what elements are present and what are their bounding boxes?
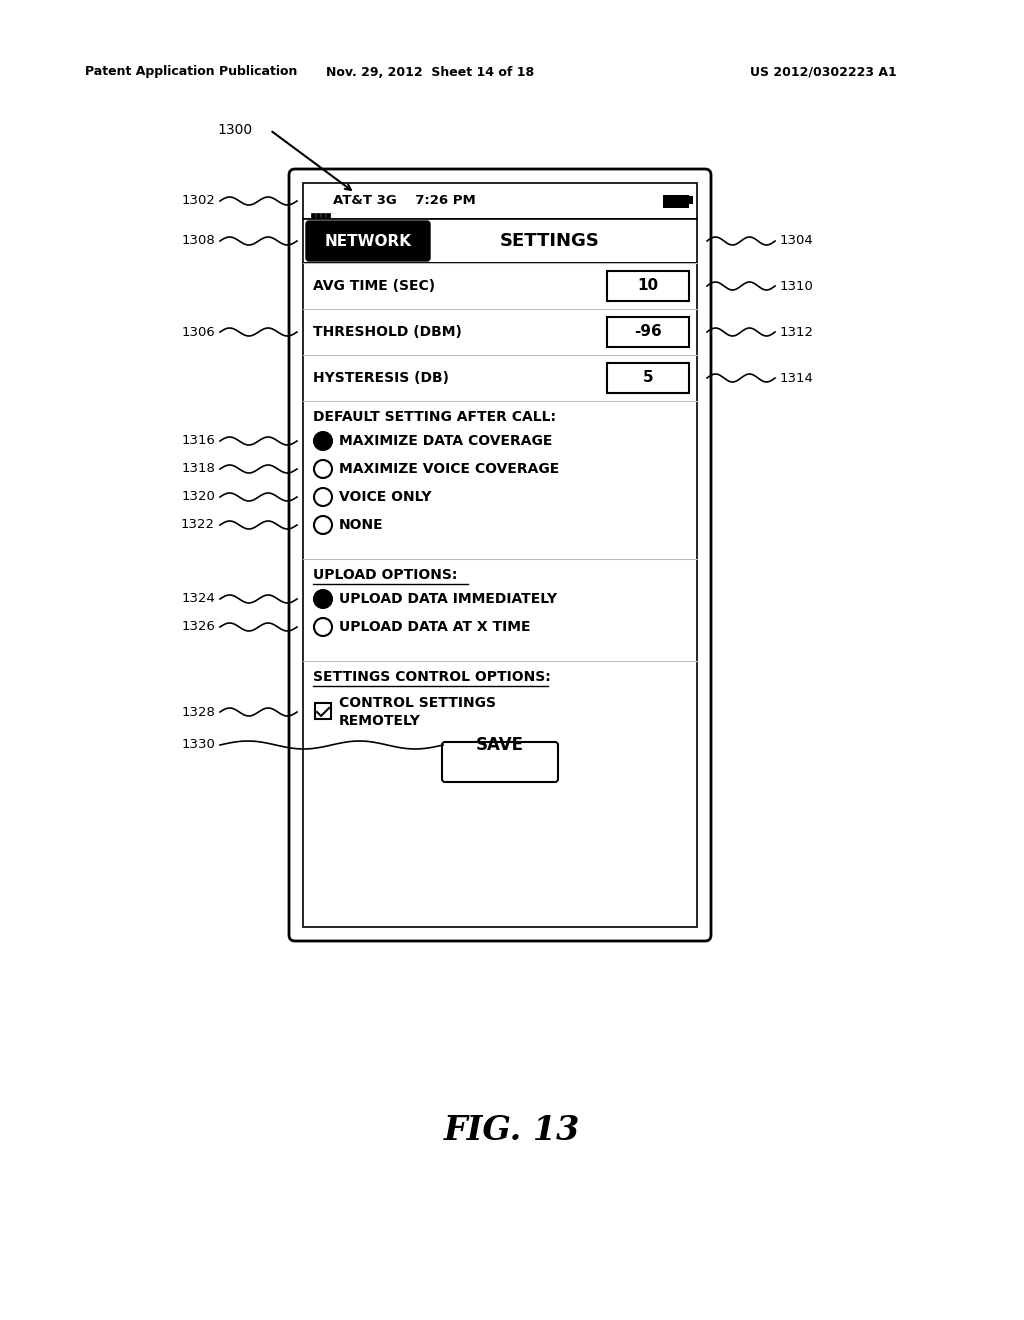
Text: MAXIMIZE DATA COVERAGE: MAXIMIZE DATA COVERAGE: [339, 434, 552, 447]
Text: REMOTELY: REMOTELY: [339, 714, 421, 729]
Bar: [303, 219, 697, 263]
Text: 1300: 1300: [217, 123, 253, 137]
FancyBboxPatch shape: [306, 220, 430, 261]
Text: Nov. 29, 2012  Sheet 14 of 18: Nov. 29, 2012 Sheet 14 of 18: [326, 66, 535, 78]
Text: 1314: 1314: [780, 371, 814, 384]
Text: 1328: 1328: [181, 705, 215, 718]
Bar: [311, 213, 315, 218]
Circle shape: [314, 432, 332, 450]
Text: 1320: 1320: [181, 491, 215, 503]
Text: 1312: 1312: [780, 326, 814, 338]
Bar: [321, 213, 325, 224]
Text: NETWORK: NETWORK: [325, 234, 412, 248]
Text: 1310: 1310: [780, 280, 814, 293]
Bar: [326, 213, 330, 227]
FancyBboxPatch shape: [289, 169, 711, 941]
Text: CONTROL SETTINGS: CONTROL SETTINGS: [339, 696, 496, 710]
Circle shape: [314, 590, 332, 609]
Text: 1326: 1326: [181, 620, 215, 634]
Text: UPLOAD OPTIONS:: UPLOAD OPTIONS:: [313, 568, 458, 582]
Bar: [663, 194, 689, 207]
Text: 1308: 1308: [181, 235, 215, 248]
Text: 1316: 1316: [181, 434, 215, 447]
Text: US 2012/0302223 A1: US 2012/0302223 A1: [750, 66, 897, 78]
Text: 1324: 1324: [181, 593, 215, 606]
Text: 1302: 1302: [181, 194, 215, 207]
Text: FIG. 13: FIG. 13: [443, 1114, 581, 1147]
Bar: [607, 317, 689, 347]
Text: AVG TIME (SEC): AVG TIME (SEC): [313, 279, 435, 293]
Text: HYSTERESIS (DB): HYSTERESIS (DB): [313, 371, 449, 385]
Text: VOICE ONLY: VOICE ONLY: [339, 490, 431, 504]
Text: 1306: 1306: [181, 326, 215, 338]
Text: -96: -96: [634, 325, 662, 339]
Text: 1318: 1318: [181, 462, 215, 475]
Text: SAVE: SAVE: [476, 737, 524, 754]
Text: NONE: NONE: [339, 517, 384, 532]
Bar: [303, 263, 697, 927]
Bar: [607, 271, 689, 301]
Circle shape: [314, 488, 332, 506]
Bar: [315, 704, 331, 719]
Text: AT&T 3G    7:26 PM: AT&T 3G 7:26 PM: [333, 194, 476, 207]
Text: UPLOAD DATA IMMEDIATELY: UPLOAD DATA IMMEDIATELY: [339, 591, 557, 606]
Text: 10: 10: [637, 279, 658, 293]
Bar: [689, 195, 693, 203]
Text: SETTINGS: SETTINGS: [500, 232, 600, 249]
Text: 1322: 1322: [181, 519, 215, 532]
Text: UPLOAD DATA AT X TIME: UPLOAD DATA AT X TIME: [339, 620, 530, 634]
Circle shape: [314, 516, 332, 535]
Bar: [607, 363, 689, 393]
Text: MAXIMIZE VOICE COVERAGE: MAXIMIZE VOICE COVERAGE: [339, 462, 559, 477]
Text: 1304: 1304: [780, 235, 814, 248]
Text: 5: 5: [643, 371, 653, 385]
Text: SETTINGS CONTROL OPTIONS:: SETTINGS CONTROL OPTIONS:: [313, 671, 551, 684]
Text: THRESHOLD (DBM): THRESHOLD (DBM): [313, 325, 462, 339]
Circle shape: [314, 618, 332, 636]
Text: 1330: 1330: [181, 738, 215, 751]
Circle shape: [314, 459, 332, 478]
Bar: [316, 213, 319, 220]
FancyBboxPatch shape: [442, 742, 558, 781]
Text: DEFAULT SETTING AFTER CALL:: DEFAULT SETTING AFTER CALL:: [313, 411, 556, 424]
Text: Patent Application Publication: Patent Application Publication: [85, 66, 297, 78]
Bar: [303, 183, 697, 219]
